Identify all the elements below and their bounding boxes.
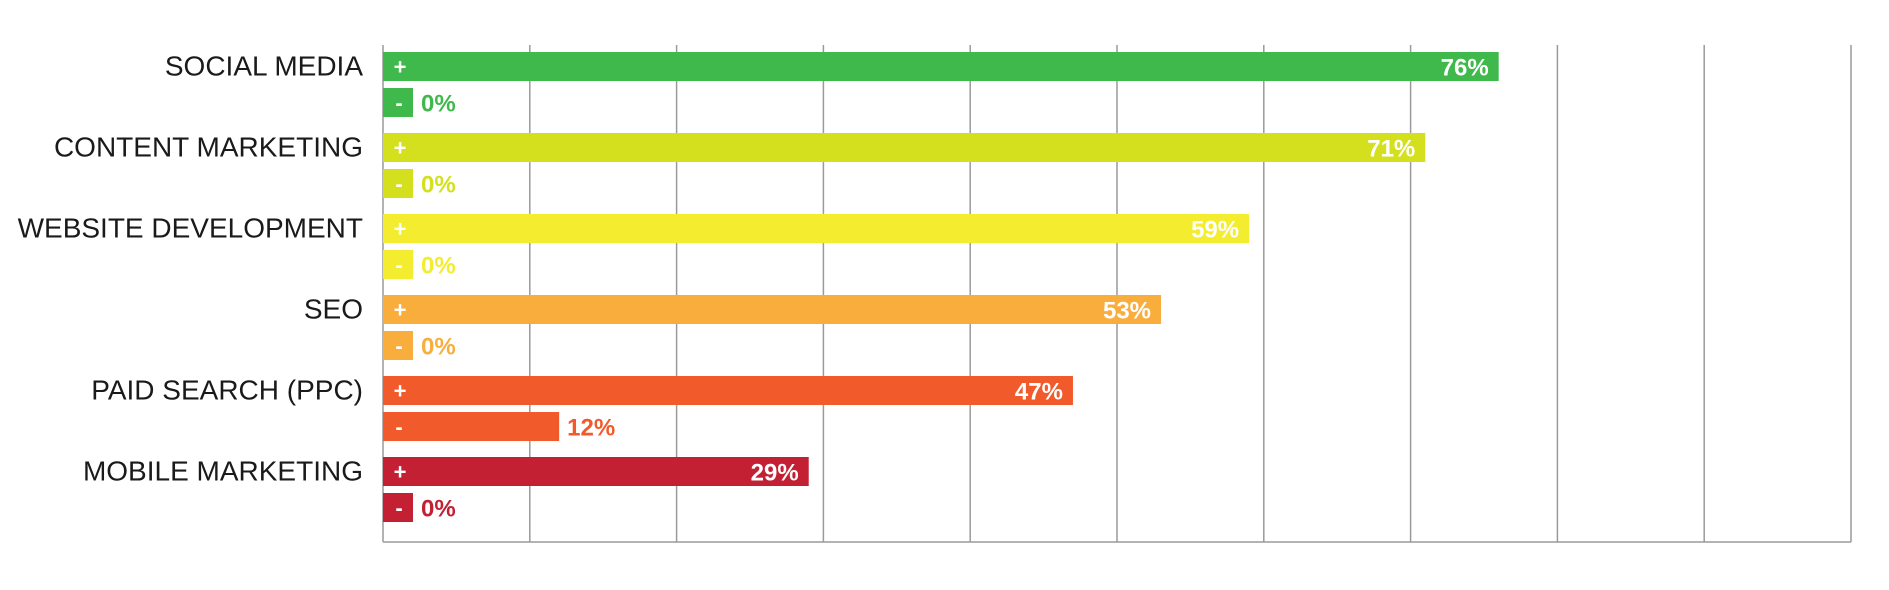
bar-negative [383, 331, 413, 360]
bar-sign-positive: + [394, 379, 407, 404]
bar-negative [383, 412, 560, 441]
bar-sign-positive: + [394, 460, 407, 485]
bar-sign-positive: + [394, 298, 407, 323]
bar-sign-positive: + [394, 136, 407, 161]
bar-sign-positive: + [394, 217, 407, 242]
data-label-negative: 0% [421, 334, 456, 361]
category-label: SEO [304, 294, 363, 325]
bar-negative [383, 88, 413, 117]
bar-sign-negative: - [395, 334, 402, 359]
bar-positive [383, 214, 1250, 243]
bar-sign-negative: - [395, 253, 402, 278]
category-label: MOBILE MARKETING [83, 456, 363, 487]
bar-sign-negative: - [395, 91, 402, 116]
data-label-positive: 76% [1441, 55, 1489, 82]
bar-positive [383, 133, 1426, 162]
bar-sign-positive: + [394, 55, 407, 80]
bar-sign-negative: - [395, 172, 402, 197]
bar-positive [383, 457, 809, 486]
category-label: CONTENT MARKETING [54, 132, 363, 163]
data-label-negative: 12% [567, 415, 615, 442]
data-label-positive: 71% [1367, 136, 1415, 163]
bar-negative [383, 493, 413, 522]
bar-sign-negative: - [395, 415, 402, 440]
category-label: PAID SEARCH (PPC) [91, 375, 363, 406]
data-label-positive: 47% [1015, 379, 1063, 406]
data-label-positive: 59% [1191, 217, 1239, 244]
bar-positive [383, 295, 1162, 324]
bar-negative [383, 169, 413, 198]
bar-positive [383, 52, 1499, 81]
category-label: WEBSITE DEVELOPMENT [18, 213, 363, 244]
data-label-negative: 0% [421, 172, 456, 199]
category-label: SOCIAL MEDIA [165, 51, 363, 82]
bar-positive [383, 376, 1073, 405]
bar-negative [383, 250, 413, 279]
data-label-negative: 0% [421, 91, 456, 118]
data-label-negative: 0% [421, 496, 456, 523]
data-label-positive: 29% [751, 460, 799, 487]
data-label-positive: 53% [1103, 298, 1151, 325]
bar-sign-negative: - [395, 496, 402, 521]
data-label-negative: 0% [421, 253, 456, 280]
